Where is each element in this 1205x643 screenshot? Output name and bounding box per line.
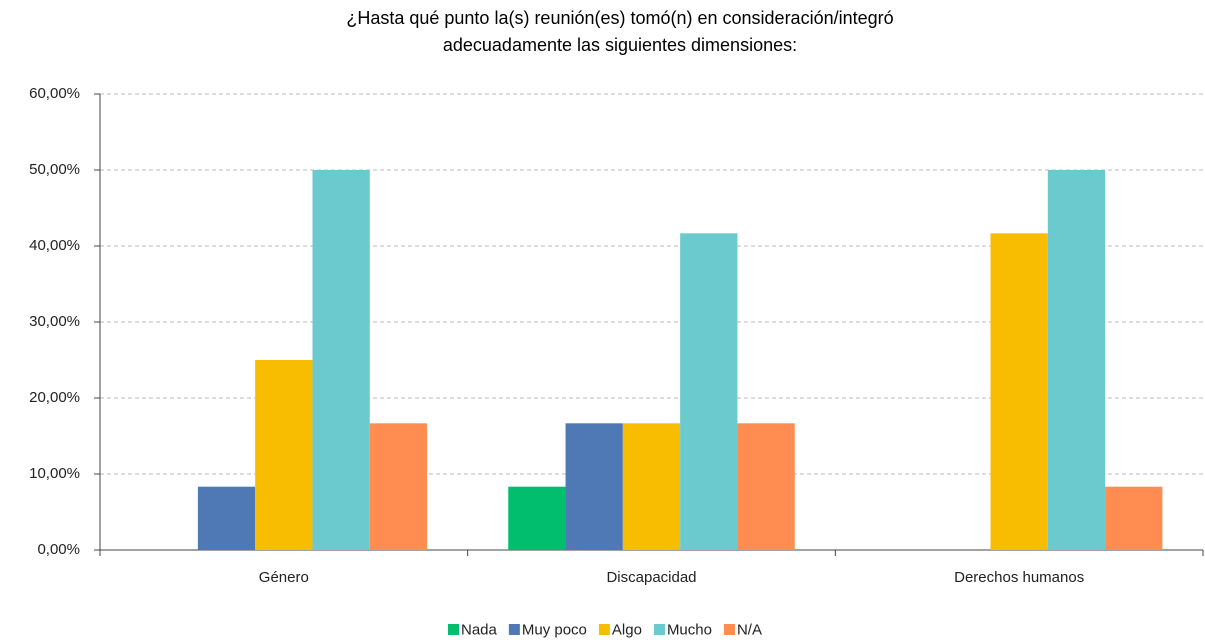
y-tick-label: 40,00% [29,237,80,254]
legend-label: Mucho [667,621,712,638]
legend-label: N/A [737,621,762,638]
bar [680,233,738,551]
bar [565,423,623,550]
bar [197,486,256,550]
x-tick-label: Discapacidad [606,569,696,586]
y-tick-label: 10,00% [29,465,80,482]
legend-swatch [598,624,610,635]
bar [622,423,681,550]
chart-title: ¿Hasta qué punto la(s) reunión(es) tomó(… [346,8,893,28]
bar [737,423,795,550]
bar [1105,486,1163,550]
legend-swatch [448,624,460,635]
bar [369,423,428,550]
y-tick-label: 20,00% [29,389,80,406]
y-tick-label: 50,00% [29,161,80,178]
bar [255,360,313,550]
legend-label: Nada [461,621,498,638]
legend-swatch [508,624,520,635]
legend-swatch [723,624,735,635]
bar [508,486,566,550]
bar [990,233,1048,551]
bar [312,170,370,550]
legend-label: Algo [612,621,642,638]
legend-swatch [653,624,665,635]
legend-label: Muy poco [522,621,587,638]
y-tick-label: 0,00% [37,541,80,558]
x-tick-label: Derechos humanos [954,569,1084,586]
x-tick-label: Género [259,569,309,586]
chart-title: adecuadamente las siguientes dimensiones… [443,35,797,55]
y-tick-label: 30,00% [29,313,80,330]
y-tick-label: 60,00% [29,85,80,102]
bar [1047,170,1106,550]
